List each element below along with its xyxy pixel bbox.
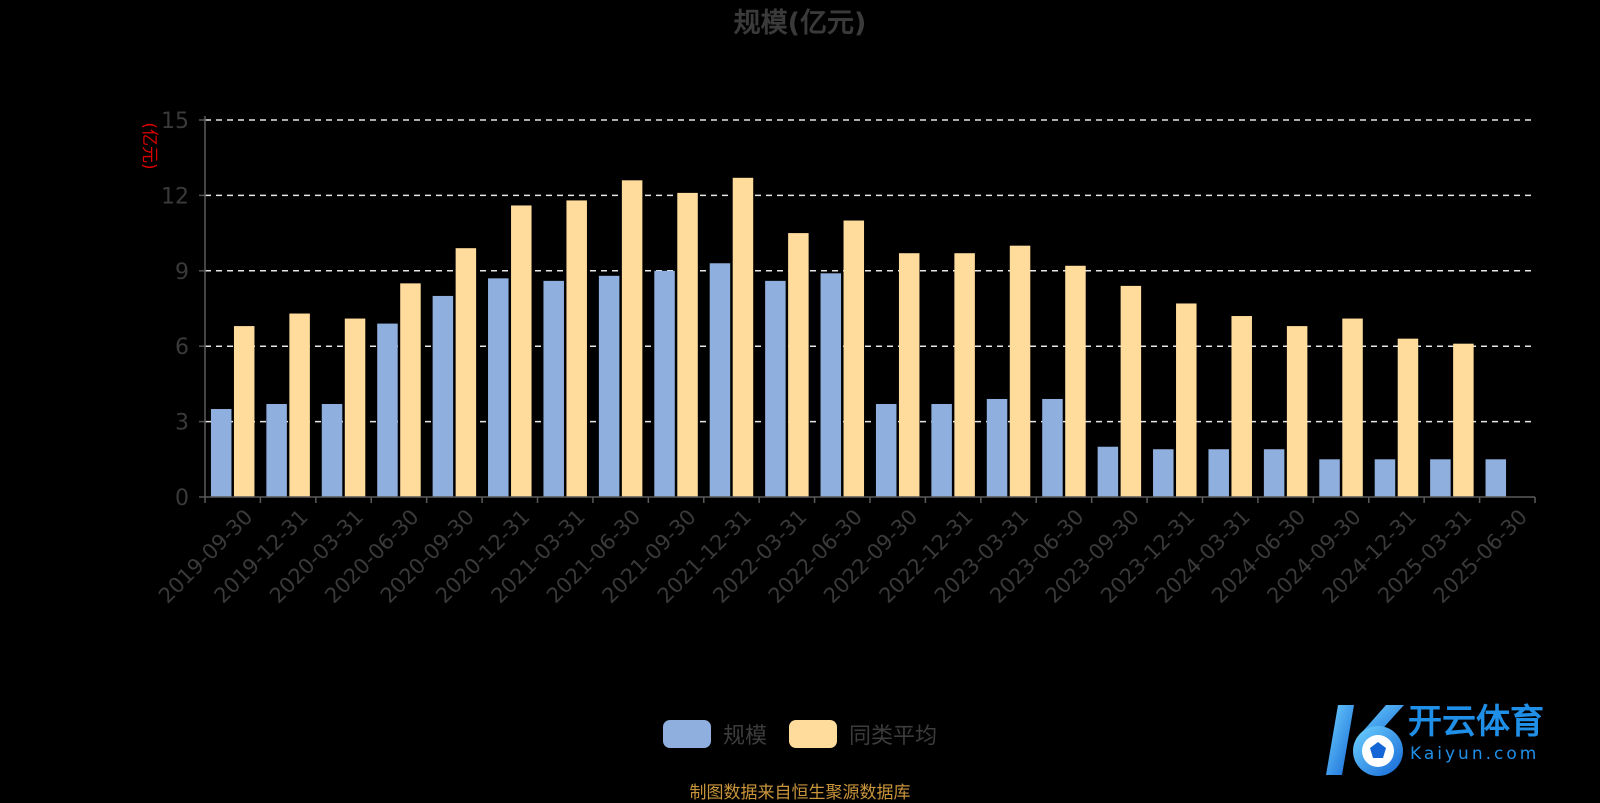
bar-peer-average-2023-12-31[interactable] — [1176, 303, 1197, 497]
y-tick-label: 3 — [175, 411, 189, 436]
watermark-brand: 开云体育 — [1408, 702, 1544, 742]
bar-scale-2024-03-31[interactable] — [1208, 449, 1229, 497]
bar-peer-average-2024-03-31[interactable] — [1231, 316, 1252, 497]
bar-scale-2021-03-31[interactable] — [543, 280, 564, 497]
watermark-domain: Kaiyun.com — [1410, 744, 1539, 764]
legend-swatch-scale — [662, 720, 711, 748]
bar-peer-average-2025-03-31[interactable] — [1453, 343, 1474, 497]
bar-peer-average-2020-03-31[interactable] — [344, 318, 366, 497]
y-tick-label: 15 — [161, 109, 189, 134]
watermark-logo: 开云体育 Kaiyun.com — [1326, 702, 1544, 776]
bar-scale-2021-09-30[interactable] — [654, 270, 675, 497]
bar-scale-2024-06-30[interactable] — [1263, 449, 1285, 497]
bar-peer-average-2020-12-31[interactable] — [511, 205, 532, 497]
bar-peer-average-2021-06-30[interactable] — [621, 180, 643, 497]
bar-peer-average-2021-03-31[interactable] — [566, 200, 587, 497]
y-tick-label: 6 — [175, 335, 189, 360]
bar-peer-average-2020-06-30[interactable] — [400, 283, 421, 497]
legend: 规模 同类平均 — [0, 718, 1600, 750]
bar-scale-2020-06-30[interactable] — [377, 323, 398, 497]
bar-peer-average-2020-09-30[interactable] — [455, 248, 477, 497]
bar-peer-average-2022-03-31[interactable] — [788, 233, 809, 497]
bar-scale-2020-12-31[interactable] — [488, 278, 509, 497]
bar-scale-2023-09-30[interactable] — [1097, 446, 1119, 497]
bar-scale-2019-09-30[interactable] — [210, 409, 232, 497]
bar-peer-average-2023-06-30[interactable] — [1065, 265, 1086, 497]
bars — [210, 177, 1507, 498]
bar-scale-2019-12-31[interactable] — [266, 404, 287, 497]
bar-scale-2020-09-30[interactable] — [432, 295, 454, 497]
legend-label-scale: 规模 — [722, 724, 767, 749]
data-source-note: 制图数据来自恒生聚源数据库 — [689, 783, 911, 803]
bar-scale-2021-12-31[interactable] — [709, 263, 731, 497]
legend-item-peer-average[interactable]: 同类平均 — [789, 718, 937, 750]
bar-peer-average-2024-06-30[interactable] — [1286, 326, 1308, 497]
bar-scale-2024-09-30[interactable] — [1319, 459, 1340, 497]
bar-peer-average-2022-06-30[interactable] — [843, 220, 865, 498]
bar-scale-2023-03-31[interactable] — [986, 398, 1008, 497]
bar-peer-average-2021-09-30[interactable] — [677, 192, 698, 498]
y-axis-label: (亿元) — [139, 122, 159, 169]
bar-scale-2024-12-31[interactable] — [1374, 459, 1396, 497]
chart-title: 规模(亿元) — [734, 8, 867, 39]
legend-swatch-peer-average — [789, 720, 837, 748]
y-tick-label: 12 — [161, 184, 189, 209]
bar-peer-average-2023-03-31[interactable] — [1009, 245, 1031, 497]
y-tick-label: 9 — [175, 260, 189, 285]
bar-scale-2020-03-31[interactable] — [321, 404, 343, 497]
bar-scale-2022-06-30[interactable] — [820, 273, 842, 497]
bar-scale-2023-06-30[interactable] — [1042, 398, 1063, 497]
bar-peer-average-2019-12-31[interactable] — [289, 313, 310, 497]
legend-label-peer-average: 同类平均 — [849, 724, 938, 749]
bar-peer-average-2024-09-30[interactable] — [1342, 318, 1363, 497]
bar-scale-2022-09-30[interactable] — [875, 404, 897, 497]
gridlines — [205, 119, 1535, 423]
bar-scale-2023-12-31[interactable] — [1153, 449, 1174, 497]
bar-peer-average-2023-09-30[interactable] — [1120, 285, 1142, 497]
bar-peer-average-2021-12-31[interactable] — [732, 177, 754, 497]
bar-scale-2022-03-31[interactable] — [765, 280, 786, 497]
bar-peer-average-2022-09-30[interactable] — [898, 253, 920, 497]
bar-peer-average-2024-12-31[interactable] — [1397, 338, 1419, 497]
bar-peer-average-2022-12-31[interactable] — [954, 253, 975, 497]
y-tick-label: 0 — [175, 486, 189, 511]
bar-scale-2025-03-31[interactable] — [1430, 459, 1451, 497]
bar-scale-2022-12-31[interactable] — [931, 404, 952, 497]
bar-peer-average-2019-09-30[interactable] — [233, 326, 255, 497]
bar-scale-2021-06-30[interactable] — [598, 275, 620, 497]
bar-scale-2025-06-30[interactable] — [1485, 459, 1507, 497]
legend-item-scale[interactable]: 规模 — [662, 718, 767, 750]
